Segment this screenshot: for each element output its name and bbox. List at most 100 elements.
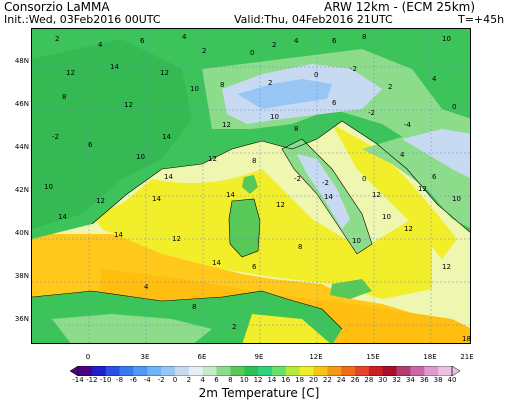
lon-label-21e: 21E (460, 353, 474, 361)
scale-tick-label: -12 (86, 376, 98, 384)
scale-tick-label: 38 (433, 376, 443, 384)
map-value-label: 2 (232, 323, 236, 331)
scale-tick-label: -10 (99, 376, 112, 384)
map-value-label: 2 (388, 83, 392, 91)
map-value-label: -2 (294, 175, 301, 183)
map-value-label: 10 (270, 113, 279, 121)
map-value-label: 12 (442, 263, 451, 271)
scale-tick-label: 24 (336, 376, 346, 384)
map-value-label: 10 (190, 85, 199, 93)
scale-tick-label: 40 (447, 376, 457, 384)
scale-tick-label: 0 (172, 376, 178, 384)
map-value-label: 12 (66, 69, 75, 77)
map-value-label: 8 (62, 93, 66, 101)
map-value-label: 8 (298, 243, 302, 251)
map-value-label: 2 (272, 41, 276, 49)
map-value-label: 6 (432, 173, 437, 181)
map-value-label: 8 (294, 125, 298, 133)
lon-label-3e: 3E (140, 353, 150, 361)
lat-label-44n: 44N (14, 143, 29, 151)
map-value-label: -2 (368, 109, 375, 117)
scale-swatch (410, 366, 425, 376)
scale-tick-label: 18 (295, 376, 305, 384)
scale-swatch (368, 366, 384, 376)
scale-tick-label: -8 (116, 376, 124, 384)
scale-swatch (438, 366, 453, 376)
organization-name: Consorzio LaMMA (4, 0, 110, 14)
map-value-label: 6 (140, 37, 145, 45)
map-value-label: 6 (332, 99, 337, 107)
scale-tick-label: -14 (72, 376, 84, 384)
lon-label-15e: 15E (366, 353, 380, 361)
lead-time: T=+45h (458, 13, 505, 26)
map-value-label: 0 (452, 103, 456, 111)
map-value-label: 12 (160, 69, 169, 77)
map-value-label: 4 (182, 33, 187, 41)
map-value-label: 14 (324, 193, 333, 201)
scale-swatch (119, 366, 134, 376)
map-value-label: 8 (362, 33, 366, 41)
map-value-label: 0 (362, 175, 366, 183)
map-value-label: 14 (164, 173, 173, 181)
map-value-label: 18 (462, 335, 471, 343)
map-value-label: 12 (404, 225, 413, 233)
map-value-label: 6 (332, 37, 337, 45)
map-value-label: 14 (226, 191, 235, 199)
map-value-label: -2 (350, 65, 357, 73)
scale-swatch (78, 366, 93, 376)
map-value-label: 14 (114, 231, 123, 239)
scale-swatch (202, 366, 217, 376)
map-value-label: -2 (52, 133, 59, 141)
map-value-label: 0 (314, 71, 318, 79)
map-value-label: 14 (58, 213, 67, 221)
scale-swatch (424, 366, 439, 376)
scale-swatch (161, 366, 176, 376)
scale-swatch (91, 366, 107, 376)
lat-label-36n: 36N (14, 315, 29, 323)
scale-swatch (258, 366, 273, 376)
scale-swatch (313, 366, 328, 376)
color-scale (70, 366, 460, 376)
lon-label-9e: 9E (254, 353, 264, 361)
map-value-label: 4 (432, 75, 437, 83)
scale-swatch (271, 366, 287, 376)
lat-label-46n: 46N (14, 100, 29, 108)
scale-tick-label: 28 (364, 376, 374, 384)
map-value-label: 2 (202, 47, 206, 55)
scale-swatch (382, 366, 397, 376)
scale-tick-label: 36 (419, 376, 429, 384)
scale-tick-label: 8 (228, 376, 233, 384)
scale-swatch (216, 366, 231, 376)
map-value-label: 14 (110, 63, 119, 71)
scale-swatch (244, 366, 259, 376)
map-value-label: 8 (252, 157, 256, 165)
scale-tick-label: 2 (186, 376, 192, 384)
lon-label-18e: 18E (423, 353, 437, 361)
lon-label-6e: 6E (197, 353, 207, 361)
map-value-label: 2 (55, 35, 59, 43)
map-value-label: 12 (124, 101, 133, 109)
map-value-label: 12 (96, 197, 105, 205)
map-value-label: 10 (452, 195, 461, 203)
scale-tick-label: 30 (378, 376, 388, 384)
map-value-label: 14 (212, 259, 221, 267)
scale-arrow-low (70, 366, 79, 376)
scale-tick-label: 12 (253, 376, 263, 384)
map-value-label: 10 (382, 213, 391, 221)
lat-label-42n: 42N (14, 186, 29, 194)
scale-swatch (105, 366, 120, 376)
map-value-label: 12 (372, 191, 381, 199)
map-value-label: 10 (442, 35, 451, 43)
map-value-label: 4 (98, 41, 103, 49)
scale-tick-label: 4 (200, 376, 205, 384)
map-canvas: 2 4 6 4 2 0 2 4 6 8 10 12 14 12 10 8 2 0 -2 2 4 8 12 14 12 10 8 6 -2… (32, 29, 471, 343)
scale-swatch (133, 366, 148, 376)
map-value-label: 2 (268, 79, 272, 87)
scale-tick-label: 16 (281, 376, 291, 384)
map-value-label: -4 (404, 121, 412, 129)
scale-arrow-high (451, 366, 460, 376)
scale-tick-label: -6 (129, 376, 137, 384)
color-scale-labels: -14 -12 -10 -8 -6 -4 -2 0 2 4 6 8 10 12 14 16 18 20 22 24 26… (70, 376, 460, 385)
scale-swatch (174, 366, 190, 376)
scale-tick-label: 22 (322, 376, 332, 384)
